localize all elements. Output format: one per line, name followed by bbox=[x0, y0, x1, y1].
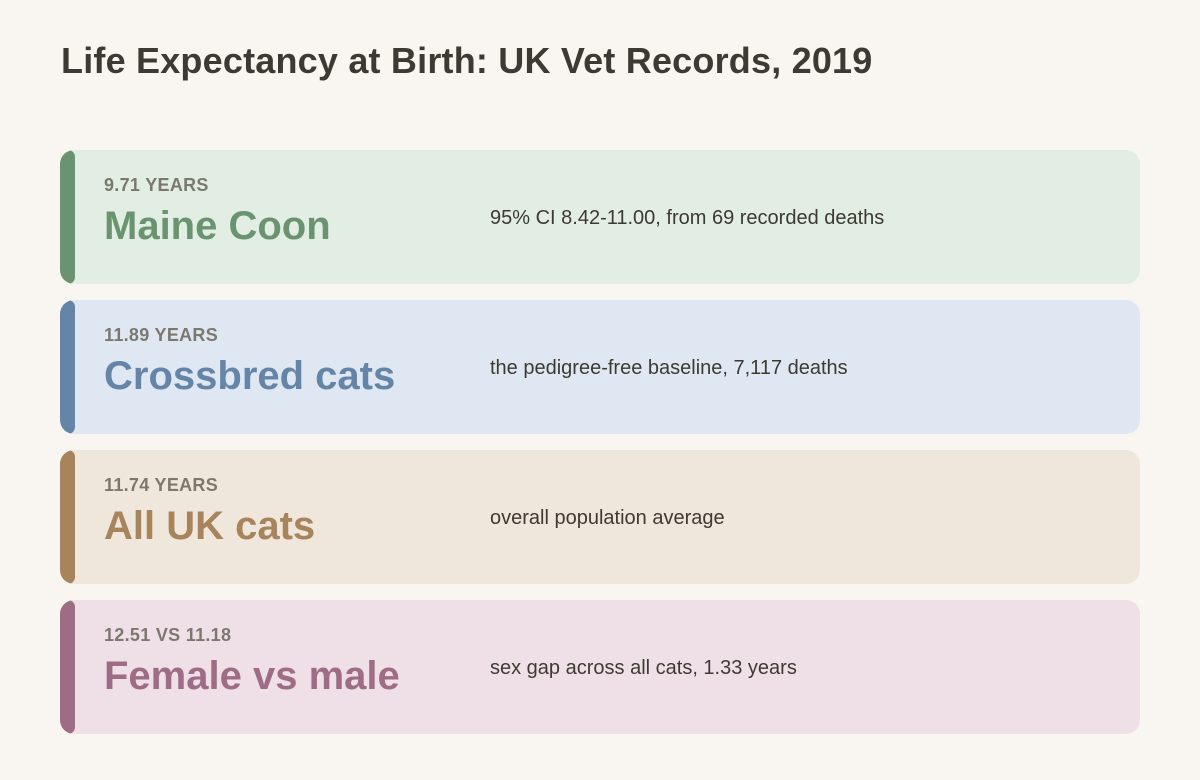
stat-card-maine-coon: 9.71 years Maine Coon 95% CI 8.42-11.00,… bbox=[60, 150, 1140, 284]
card-accent-bar bbox=[60, 600, 75, 734]
stat-card-list: 9.71 years Maine Coon 95% CI 8.42-11.00,… bbox=[60, 150, 1140, 750]
card-description: the pedigree-free baseline, 7,117 deaths bbox=[490, 357, 848, 379]
card-description: overall population average bbox=[490, 507, 725, 529]
card-stat-value: 9.71 years bbox=[104, 175, 209, 195]
page-title: Life Expectancy at Birth: UK Vet Records… bbox=[61, 40, 873, 81]
card-title: All UK cats bbox=[104, 504, 316, 548]
stat-card-female-vs-male: 12.51 vs 11.18 Female vs male sex gap ac… bbox=[60, 600, 1140, 734]
card-title: Maine Coon bbox=[104, 204, 331, 248]
card-accent-bar bbox=[60, 150, 75, 284]
card-stat-value: 12.51 vs 11.18 bbox=[104, 625, 232, 645]
card-stat-value: 11.74 years bbox=[104, 475, 219, 495]
stat-card-all-uk-cats: 11.74 years All UK cats overall populati… bbox=[60, 450, 1140, 584]
card-accent-bar bbox=[60, 450, 75, 584]
card-title: Female vs male bbox=[104, 654, 400, 698]
stat-card-crossbred-cats: 11.89 years Crossbred cats the pedigree-… bbox=[60, 300, 1140, 434]
card-stat-value: 11.89 years bbox=[104, 325, 219, 345]
card-description: sex gap across all cats, 1.33 years bbox=[490, 657, 797, 679]
card-title: Crossbred cats bbox=[104, 354, 396, 398]
card-accent-bar bbox=[60, 300, 75, 434]
card-description: 95% CI 8.42-11.00, from 69 recorded deat… bbox=[490, 207, 885, 229]
